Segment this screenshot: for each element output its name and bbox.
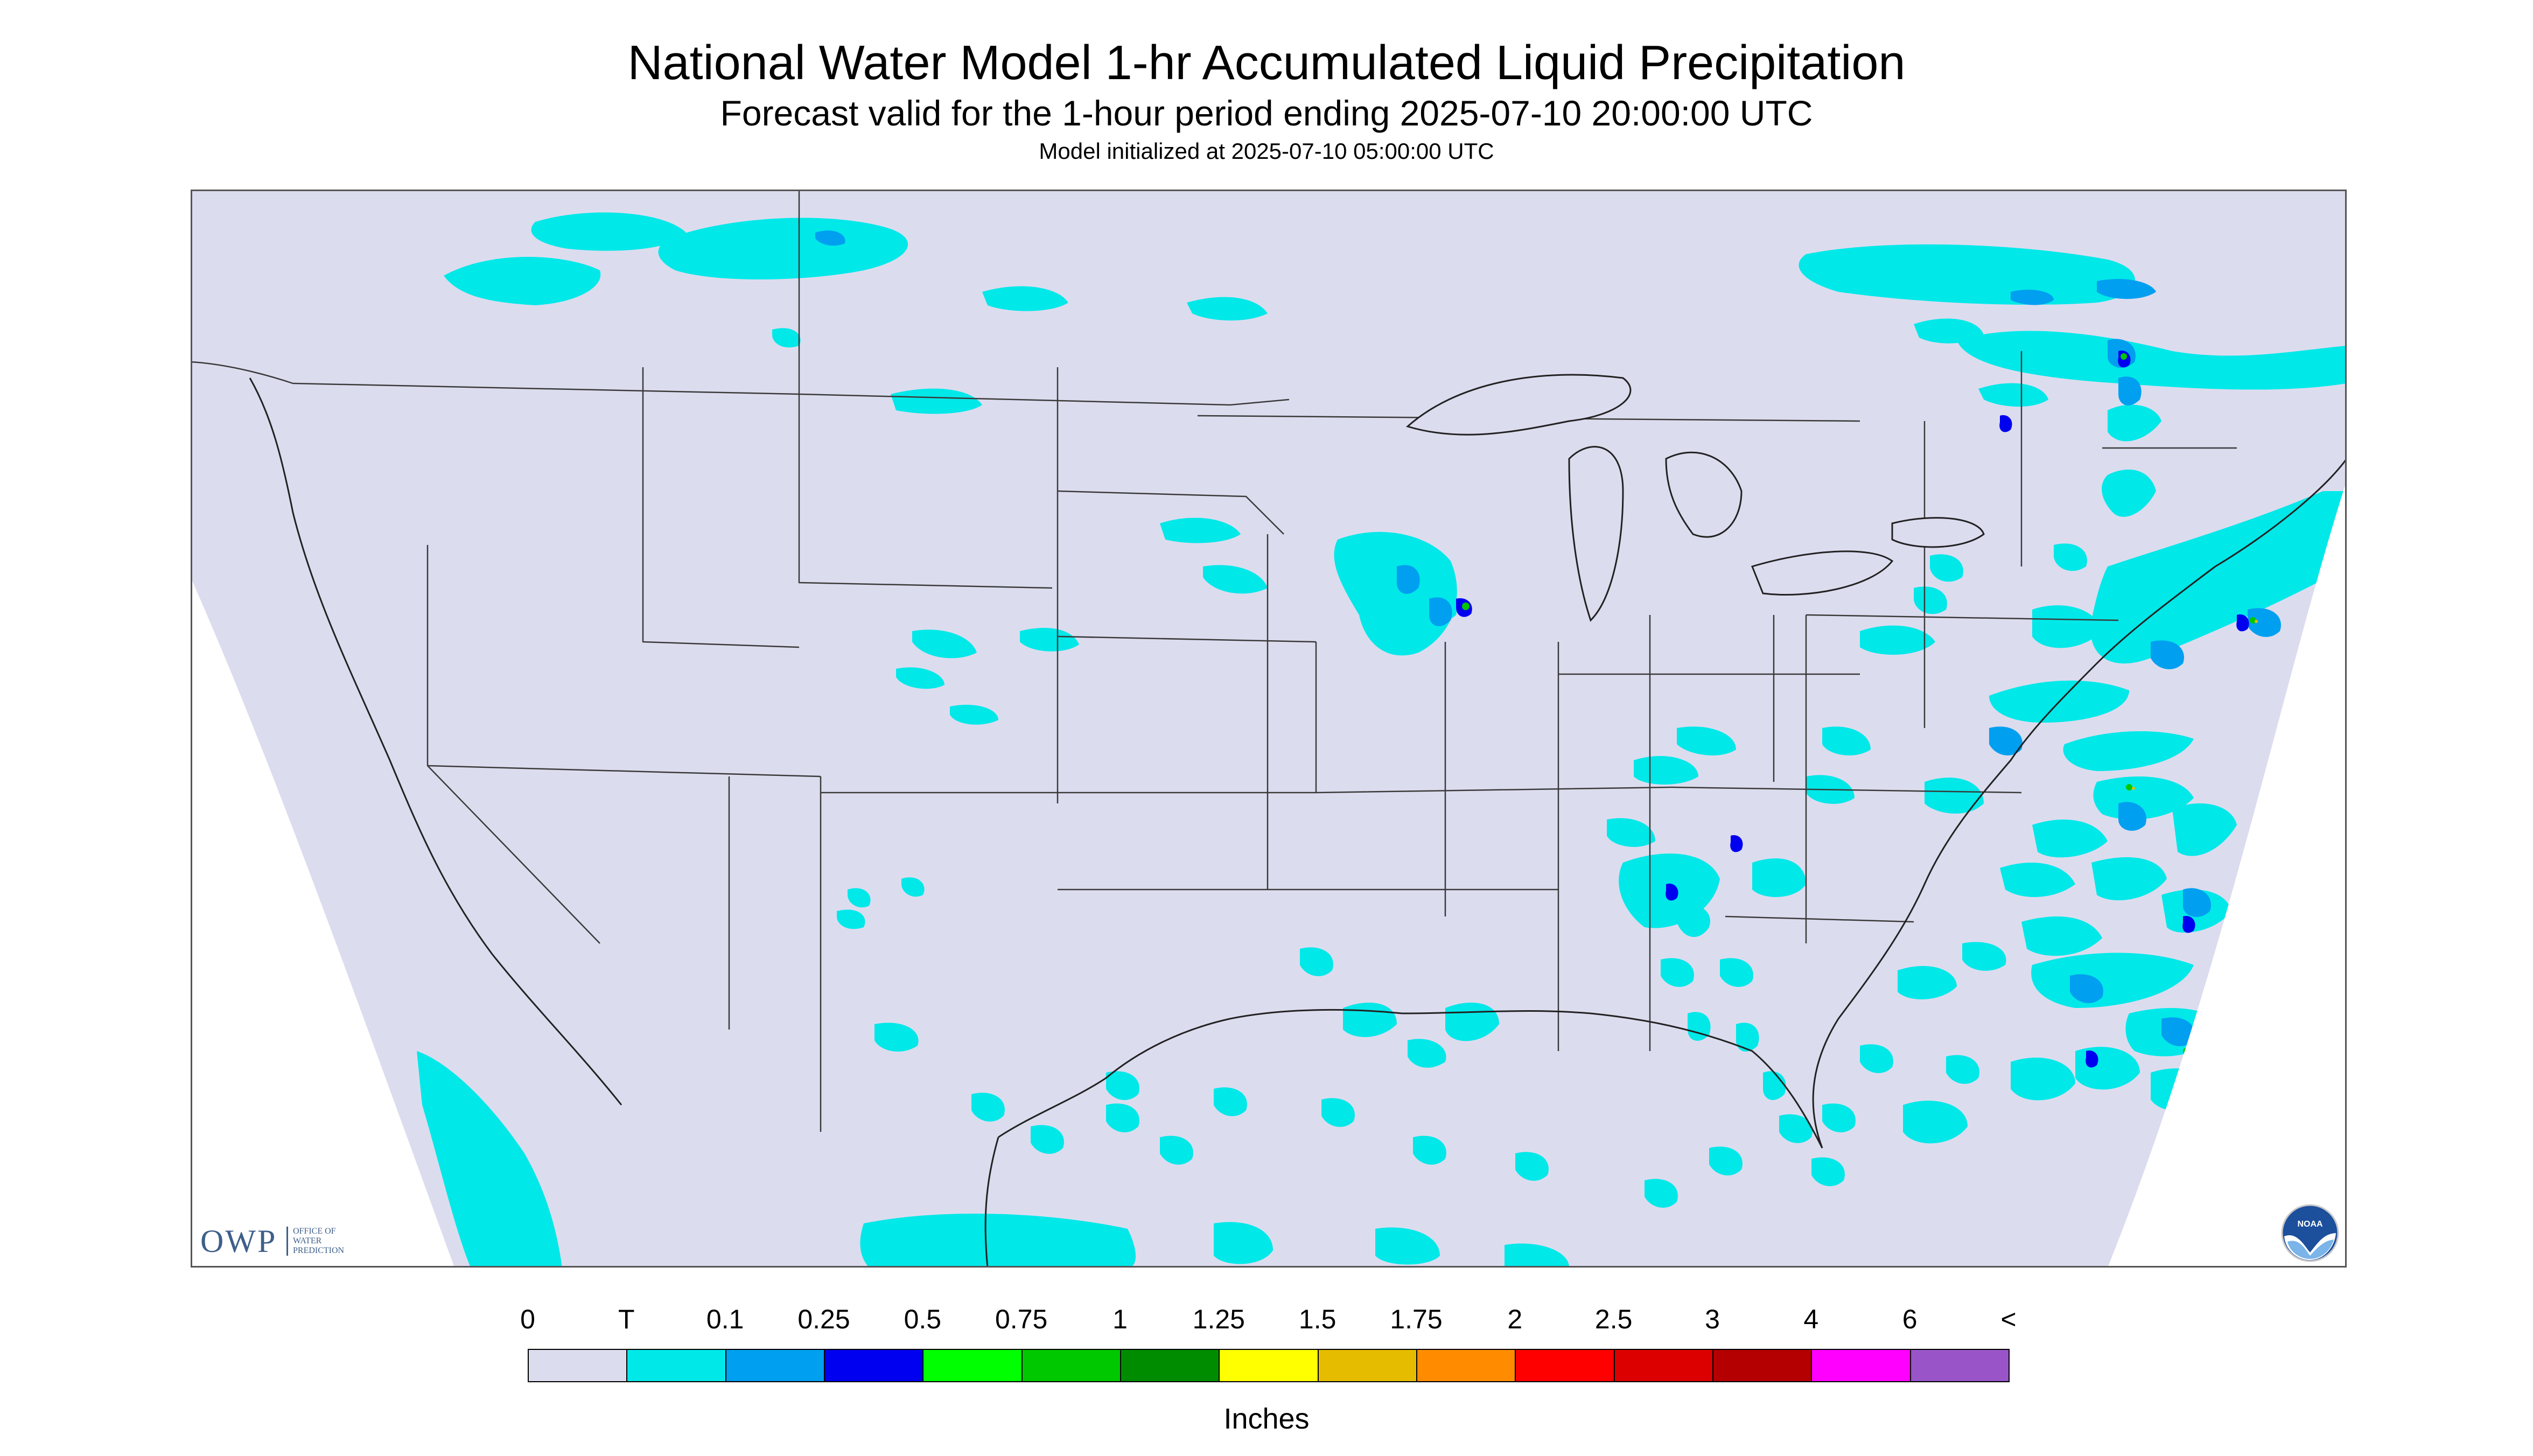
legend-swatch: [922, 1349, 1023, 1382]
legend-label: 1.75: [1390, 1304, 1443, 1334]
very-heavy-precip-areas: [2132, 620, 2258, 790]
owp-logo-separator: [286, 1227, 288, 1256]
legend-swatch: [824, 1349, 924, 1382]
legend-label: 3: [1705, 1304, 1720, 1334]
legend-label: 4: [1803, 1304, 1819, 1334]
legend-swatch: [1120, 1349, 1220, 1382]
legend-label: 1.5: [1298, 1304, 1337, 1334]
state-borders: [191, 190, 2237, 1132]
legend-units: Inches: [1223, 1403, 1310, 1435]
legend-label: 2.5: [1594, 1304, 1633, 1334]
great-lakes: [1405, 374, 1985, 622]
owp-logo-line1: OFFICE OF: [293, 1227, 336, 1236]
legend-label: 1: [1112, 1304, 1128, 1334]
legend-label: 0.75: [995, 1304, 1048, 1334]
light-precip-areas: [815, 230, 2281, 1046]
legend-swatch: [1613, 1349, 1713, 1382]
owp-logo-line2: WATER: [293, 1236, 322, 1245]
heavy-precip-areas: [1462, 353, 2256, 1054]
legend-label: 2: [1507, 1304, 1523, 1334]
map-title: National Water Model 1-hr Accumulated Li…: [627, 36, 1906, 90]
legend-swatch: [725, 1349, 825, 1382]
owp-logo-line3: PREDICTION: [293, 1246, 345, 1255]
owp-logo-abbrev: OWP: [200, 1223, 277, 1259]
legend-label: 1.25: [1192, 1304, 1245, 1334]
legend-label: 0: [520, 1304, 535, 1334]
map-frame: [191, 190, 2347, 1268]
precipitation-map: [191, 190, 2347, 1268]
legend-label: <: [2000, 1304, 2017, 1334]
legend-label: T: [618, 1304, 635, 1334]
legend-swatch: [528, 1349, 628, 1382]
color-legend: [528, 1349, 2010, 1382]
legend-swatch: [1712, 1349, 1813, 1382]
legend-label: 0.25: [797, 1304, 850, 1334]
legend-swatch: [1811, 1349, 1911, 1382]
moderate-precip-areas: [1456, 351, 2249, 1068]
legend-label: 0.5: [904, 1304, 942, 1334]
legend-swatch: [1219, 1349, 1319, 1382]
legend-swatch: [1515, 1349, 1615, 1382]
legend-swatch: [1416, 1349, 1516, 1382]
owp-logo-fullname: OFFICE OF WATER PREDICTION: [293, 1227, 344, 1256]
legend-label: 6: [1902, 1304, 1918, 1334]
legend-labels: 0 T 0.1 0.25 0.5 0.75 1 1.25 1.5 1.75 2 2.5 3 4 6 <: [0, 1303, 2533, 1341]
legend-swatch: [626, 1349, 726, 1382]
map-subtitle: Forecast valid for the 1-hour period end…: [720, 93, 1813, 133]
noaa-logo-text: NOAA: [2297, 1220, 2323, 1229]
legend-swatch: [1317, 1349, 1417, 1382]
coastlines: [249, 377, 2347, 1268]
legend-label: 0.1: [706, 1304, 744, 1334]
legend-swatch: [1021, 1349, 1121, 1382]
noaa-emblem-icon: NOAA: [2281, 1204, 2339, 1262]
model-init-text: Model initialized at 2025-07-10 05:00:00…: [1039, 138, 1494, 164]
legend-swatch: [1909, 1349, 2010, 1382]
